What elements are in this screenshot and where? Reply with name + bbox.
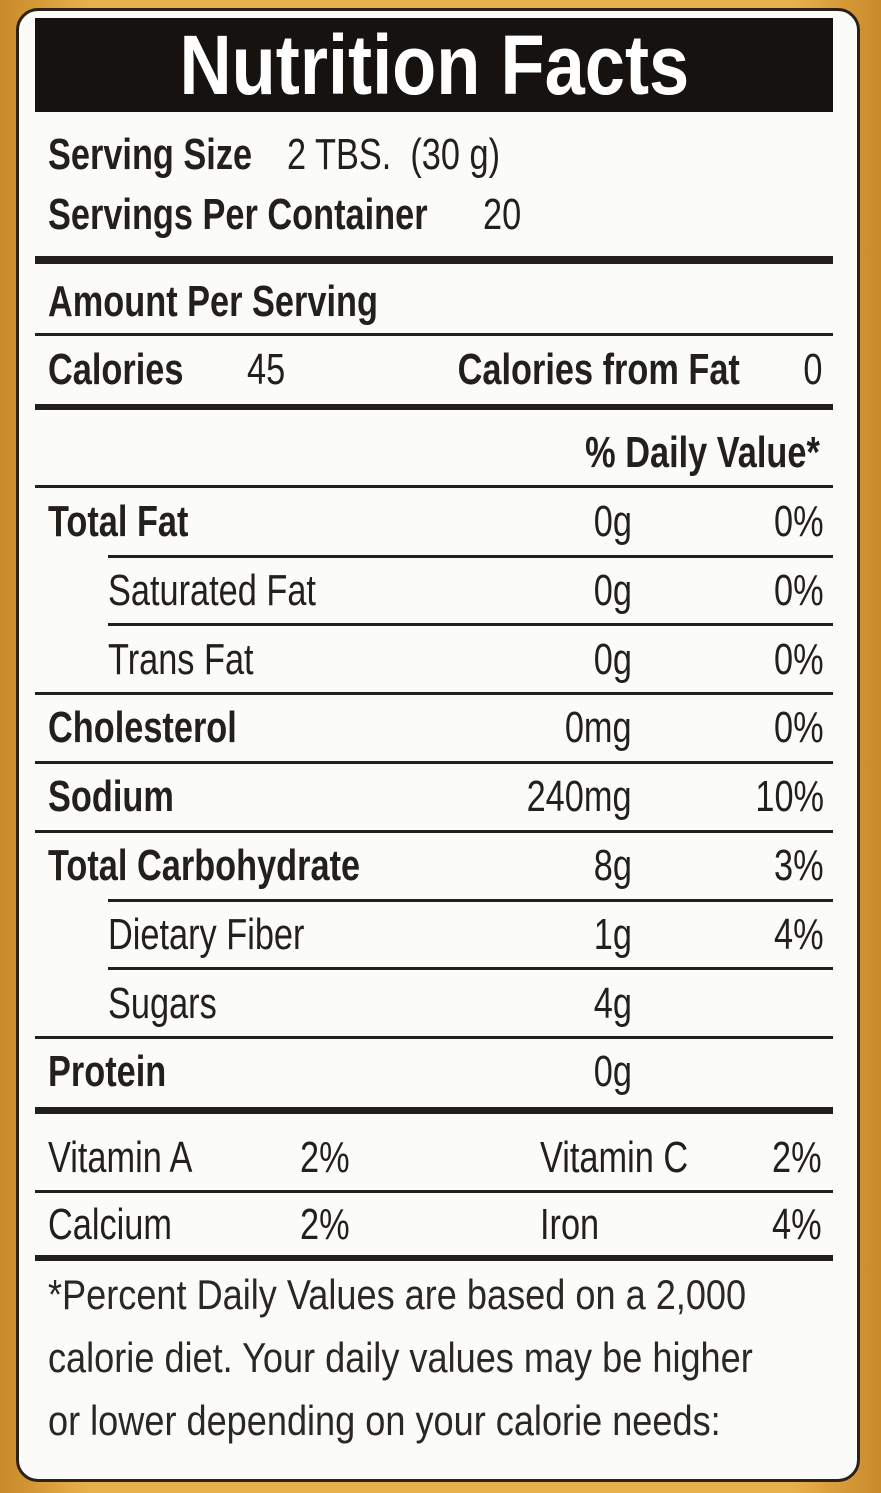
- rule: [35, 332, 833, 336]
- nutrient-amount: 8g: [593, 841, 632, 890]
- vitamin-name: Vitamin A: [48, 1133, 193, 1182]
- rule: [35, 760, 833, 764]
- calories-fat-label: Calories from Fat: [457, 345, 740, 394]
- rule: [108, 554, 833, 558]
- calories-value: 45: [247, 345, 286, 394]
- calories-label: Calories: [48, 345, 184, 394]
- footnote-line: or lower depending on your calorie needs…: [48, 1397, 721, 1444]
- rule: [35, 1255, 833, 1261]
- nutrient-name: Sugars: [108, 978, 217, 1028]
- rule: [35, 692, 833, 696]
- nutrient-name: Sodium: [48, 772, 174, 822]
- nutrient-daily-value: 3%: [774, 841, 824, 890]
- rule: [108, 898, 833, 902]
- nutrient-daily-value: 0%: [774, 565, 824, 615]
- amount-per-serving: Amount Per Serving: [48, 277, 378, 326]
- rule: [35, 484, 833, 488]
- rule: [35, 256, 833, 264]
- nutrient-name: Protein: [48, 1047, 167, 1097]
- label-title: Nutrition Facts: [35, 18, 833, 112]
- nutrient-daily-value: 0%: [774, 634, 824, 684]
- nutrient-name: Total Fat: [48, 497, 189, 546]
- serving-size-value: 2 TBS. (30 g): [287, 130, 501, 179]
- nutrient-name: Trans Fat: [108, 634, 254, 684]
- vitamin-name: Calcium: [48, 1200, 172, 1249]
- nutrient-amount: 240mg: [527, 772, 632, 822]
- vitamin-name: Iron: [540, 1200, 600, 1249]
- rule: [108, 967, 833, 971]
- nutrient-amount: 0g: [593, 565, 632, 615]
- nutrient-amount: 0g: [593, 634, 632, 684]
- nutrient-amount: 0g: [593, 497, 632, 546]
- vitamin-value: 2%: [300, 1133, 350, 1182]
- nutrient-daily-value: 4%: [774, 909, 824, 959]
- vitamin-name: Vitamin C: [540, 1133, 689, 1182]
- nutrient-daily-value: 0%: [774, 497, 824, 546]
- vitamin-value: 4%: [772, 1200, 822, 1249]
- rule: [108, 623, 833, 627]
- rule: [35, 1106, 833, 1114]
- nutrient-name: Dietary Fiber: [108, 909, 305, 959]
- rule: [35, 1036, 833, 1040]
- servings-value: 20: [483, 190, 522, 239]
- nutrient-amount: 4g: [593, 978, 632, 1028]
- footnote-line: *Percent Daily Values are based on a 2,0…: [48, 1271, 747, 1318]
- vitamin-value: 2%: [300, 1200, 350, 1249]
- nutrient-amount: 1g: [593, 909, 632, 959]
- nutrient-amount: 0g: [593, 1047, 632, 1097]
- nutrient-name: Saturated Fat: [108, 565, 316, 615]
- nutrient-name: Total Carbohydrate: [48, 841, 361, 890]
- serving-size-label: Serving Size: [48, 130, 253, 179]
- nutrient-daily-value: 10%: [755, 772, 824, 822]
- vitamin-value: 2%: [772, 1133, 822, 1182]
- daily-value-header: % Daily Value*: [585, 428, 820, 477]
- nutrient-amount: 0mg: [565, 703, 632, 753]
- nutrient-name: Cholesterol: [48, 703, 237, 753]
- footnote-line: calorie diet. Your daily values may be h…: [48, 1334, 753, 1381]
- rule: [35, 1189, 833, 1193]
- nutrient-daily-value: 0%: [774, 703, 824, 753]
- label-panel: [16, 8, 860, 1482]
- rule: [35, 404, 833, 410]
- calories-fat-value: 0: [802, 345, 822, 394]
- servings-label: Servings Per Container: [48, 190, 428, 239]
- title-text: Nutrition Facts: [179, 18, 689, 112]
- rule: [35, 829, 833, 833]
